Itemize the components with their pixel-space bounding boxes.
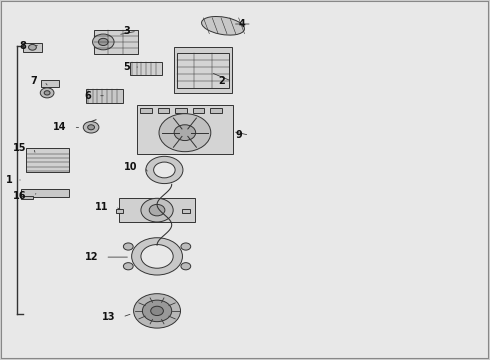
Text: 7: 7: [30, 76, 37, 86]
Circle shape: [181, 263, 191, 270]
Circle shape: [159, 114, 211, 152]
Bar: [23, 43, 42, 52]
Circle shape: [181, 243, 191, 250]
Bar: [210, 108, 222, 113]
Text: 1: 1: [6, 175, 13, 185]
Text: 13: 13: [102, 312, 116, 322]
Text: 16: 16: [13, 191, 26, 201]
Bar: [193, 108, 204, 113]
Bar: [41, 80, 59, 87]
Text: 6: 6: [84, 91, 91, 101]
Circle shape: [123, 263, 133, 270]
Bar: [182, 209, 190, 213]
Bar: [175, 108, 187, 113]
Circle shape: [143, 300, 172, 321]
Circle shape: [141, 198, 173, 222]
Bar: [21, 189, 69, 197]
Circle shape: [151, 306, 163, 316]
Circle shape: [132, 238, 182, 275]
Circle shape: [88, 125, 95, 130]
Bar: [176, 53, 229, 88]
Text: 3: 3: [123, 26, 130, 36]
Bar: [116, 209, 123, 213]
Text: 5: 5: [123, 62, 130, 72]
Circle shape: [44, 91, 50, 95]
Circle shape: [28, 44, 36, 50]
Circle shape: [93, 34, 114, 50]
Ellipse shape: [201, 17, 245, 35]
Circle shape: [83, 122, 99, 133]
Circle shape: [149, 204, 165, 216]
Bar: [140, 108, 152, 113]
Text: 9: 9: [236, 130, 243, 140]
Bar: [21, 196, 33, 199]
Circle shape: [134, 294, 180, 328]
Circle shape: [98, 39, 108, 45]
Bar: [137, 105, 233, 154]
Text: 14: 14: [53, 122, 67, 132]
Bar: [158, 108, 169, 113]
Bar: [86, 89, 123, 103]
Circle shape: [123, 243, 133, 250]
Text: 2: 2: [219, 76, 225, 86]
Bar: [26, 148, 69, 172]
Bar: [119, 198, 195, 222]
Text: 11: 11: [95, 202, 108, 212]
Bar: [130, 62, 162, 75]
Text: 8: 8: [20, 41, 26, 50]
Text: 4: 4: [238, 19, 245, 29]
Bar: [94, 30, 138, 54]
Circle shape: [154, 162, 175, 178]
Circle shape: [40, 88, 54, 98]
Text: 15: 15: [13, 143, 26, 153]
Circle shape: [146, 156, 183, 184]
Bar: [174, 47, 232, 93]
Text: 10: 10: [124, 162, 138, 172]
Circle shape: [174, 125, 196, 140]
Text: 12: 12: [85, 252, 98, 262]
Circle shape: [141, 244, 173, 268]
